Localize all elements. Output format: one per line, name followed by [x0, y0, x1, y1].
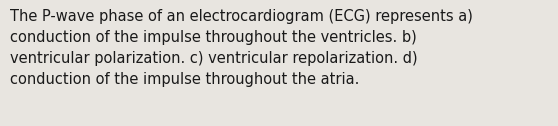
- Text: The P-wave phase of an electrocardiogram (ECG) represents a)
conduction of the i: The P-wave phase of an electrocardiogram…: [10, 9, 473, 87]
